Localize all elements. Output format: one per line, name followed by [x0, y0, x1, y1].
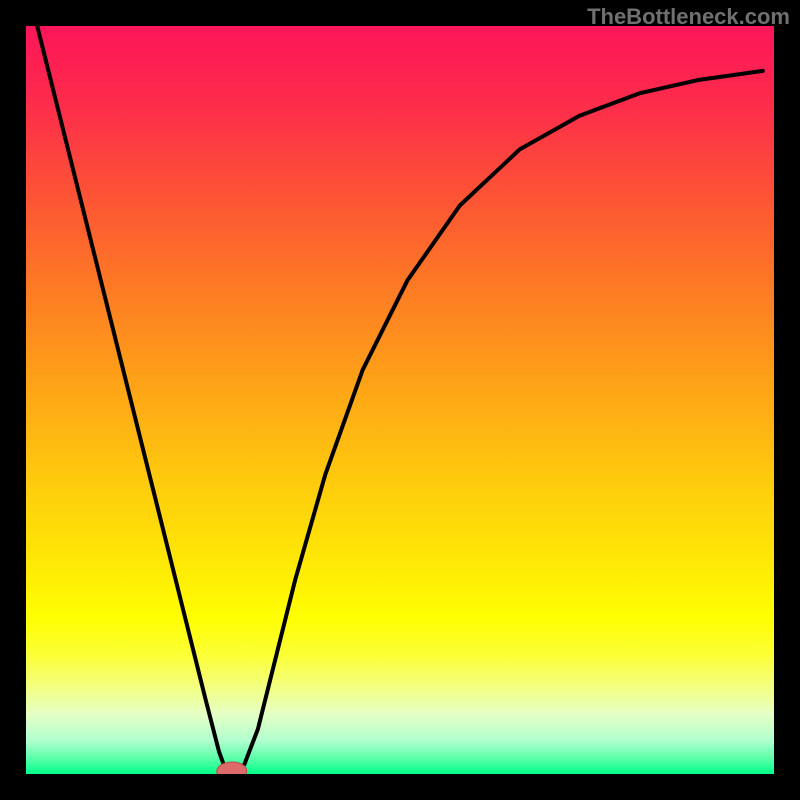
chart-background — [26, 26, 774, 774]
bottleneck-chart — [26, 26, 774, 774]
chart-frame — [26, 26, 774, 774]
watermark-text: TheBottleneck.com — [587, 4, 790, 30]
